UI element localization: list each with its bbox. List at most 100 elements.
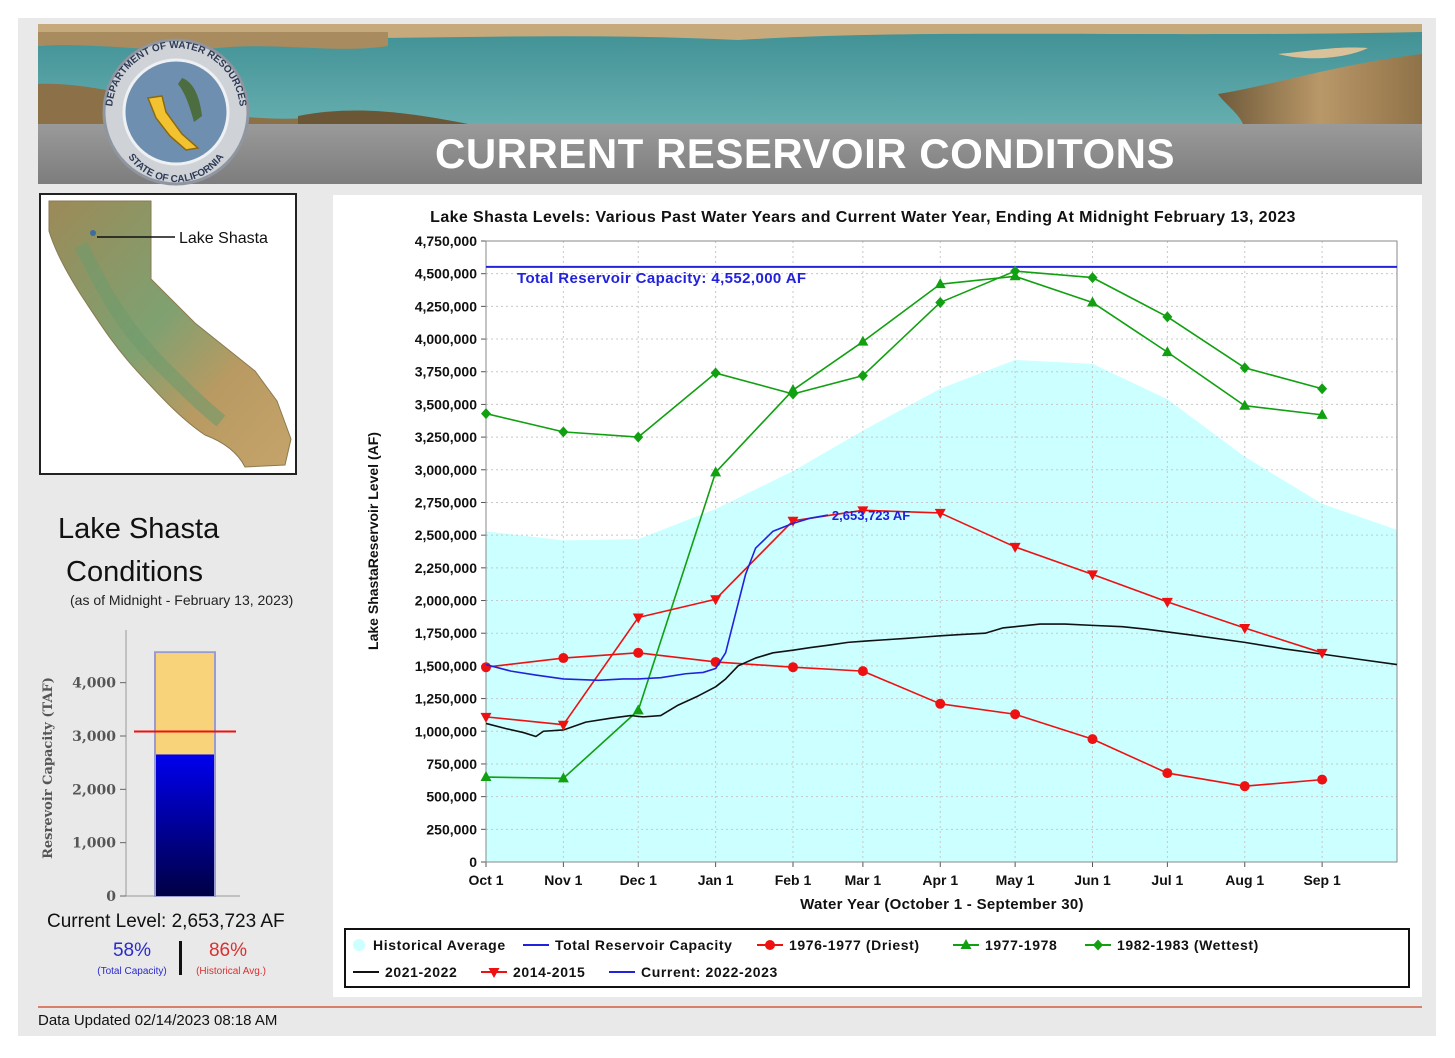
page-title: CURRENT RESERVOIR CONDITONS	[434, 130, 1176, 177]
pct-historical-avg-label: (Historical Avg.)	[196, 966, 266, 977]
x-tick-label: Aug 1	[1225, 872, 1264, 888]
capacity-label: Total Reservoir Capacity: 4,552,000 AF	[517, 270, 807, 287]
gauge-tick-label: 2,000	[72, 782, 116, 798]
series-wet7778	[485, 275, 1323, 780]
pct-total-capacity: 58%	[112, 940, 152, 961]
y-tick-label: 750,000	[426, 756, 477, 772]
legend-marker-wet7778	[960, 939, 972, 949]
legend-label-wet7778: 1977-1978	[985, 937, 1057, 953]
series-wettest	[485, 270, 1323, 438]
pct-divider	[179, 941, 182, 975]
point-wettest	[1010, 265, 1021, 277]
footer-divider	[38, 1006, 1422, 1008]
legend-marker-driest	[765, 940, 775, 950]
conditions-subtitle: (as of Midnight - February 13, 2023)	[70, 592, 294, 608]
point-wettest	[787, 388, 798, 400]
y-tick-label: 1,750,000	[415, 625, 477, 641]
x-tick-label: Apr 1	[922, 872, 958, 888]
x-tick-label: Jul 1	[1151, 872, 1183, 888]
point-driest	[1239, 781, 1250, 792]
gauge-tick-label: 3,000	[72, 729, 116, 745]
point-wet7778	[710, 466, 722, 477]
point-wettest	[1087, 272, 1098, 284]
capacity-gauge: 0 1,000 2,000 3,000 4,000 Resrevoir Capacity …	[41, 630, 240, 905]
data-updated: Data Updated 02/14/2023 08:18 AM	[38, 1012, 278, 1029]
x-axis-label: Water Year (October 1 - September 30)	[800, 896, 1084, 913]
legend-label-current: Current: 2022-2023	[641, 964, 778, 980]
y-tick-label: 4,250,000	[415, 298, 477, 314]
point-wet7778	[1087, 296, 1099, 307]
point-y1415	[710, 595, 722, 606]
point-wettest	[481, 408, 491, 420]
x-tick-label: May 1	[996, 872, 1035, 888]
y-tick-label: 4,500,000	[415, 266, 477, 282]
point-wet7778	[934, 278, 946, 289]
lake-shasta-marker	[90, 230, 96, 236]
point-wettest	[1239, 362, 1250, 374]
gauge-tick-label: 0	[106, 889, 116, 905]
dwr-seal-icon: DEPARTMENT OF WATER RESOURCES STATE OF C…	[102, 38, 250, 186]
legend-marker-wettest	[1093, 939, 1103, 951]
point-wet7778	[1239, 399, 1251, 410]
x-tick-label: Mar 1	[845, 872, 882, 888]
pct-historical-avg: 86%	[208, 940, 248, 961]
reservoir-chart: Lake Shasta Levels: Various Past Water Y…	[344, 209, 1410, 988]
y-tick-label: 1,500,000	[415, 658, 477, 674]
x-tick-label: Dec 1	[620, 872, 658, 888]
y-tick-label: 2,000,000	[415, 593, 477, 609]
point-y1415	[934, 508, 946, 519]
conditions-title-line2: Conditions	[66, 556, 204, 588]
point-driest	[935, 698, 946, 709]
california-map: Lake Shasta	[39, 193, 297, 475]
gauge-y-label: Resrevoir Capacity (TAF)	[41, 677, 56, 859]
point-y1415	[1239, 623, 1251, 634]
conditions-title: Lake Shasta Conditions	[58, 508, 278, 594]
series-current	[485, 514, 829, 682]
point-driest	[1010, 709, 1021, 720]
x-tick-label: Nov 1	[544, 872, 582, 888]
series-y1415	[485, 509, 1323, 726]
y-tick-label: 4,750,000	[415, 233, 477, 249]
y-tick-label: 1,250,000	[415, 691, 477, 707]
point-driest	[481, 662, 491, 673]
gauge-tick-label: 4,000	[72, 676, 116, 692]
legend-box	[344, 928, 1410, 988]
conditions-title-line1: Lake Shasta	[58, 513, 220, 545]
y-tick-label: 3,000,000	[415, 462, 477, 478]
point-wet7778	[857, 335, 869, 346]
series-y2122	[485, 623, 1398, 738]
legend-label-capacity: Total Reservoir Capacity	[555, 937, 733, 953]
legend-swatch-historical	[353, 939, 365, 951]
chart-title: Lake Shasta Levels: Various Past Water Y…	[430, 209, 1296, 226]
gauge-current-bar	[156, 754, 214, 896]
point-y1415	[557, 720, 569, 731]
point-driest	[857, 666, 868, 677]
y-tick-label: 2,750,000	[415, 494, 477, 510]
x-tick-label: Jan 1	[698, 872, 734, 888]
y-tick-label: 0	[469, 854, 477, 870]
x-tick-label: Oct 1	[468, 872, 503, 888]
point-y1415	[857, 506, 869, 517]
y-axis-label: Lake ShastaReservoir Level (AF)	[365, 432, 381, 650]
point-wettest	[1162, 311, 1173, 323]
point-driest	[633, 647, 644, 658]
current-value-label: 2,653,723 AF	[832, 508, 910, 523]
legend-label-y1415: 2014-2015	[513, 964, 585, 980]
x-tick-label: Sep 1	[1303, 872, 1341, 888]
point-wettest	[857, 370, 868, 382]
plot-border	[485, 240, 1398, 863]
point-wet7778	[632, 704, 644, 715]
x-tick-label: Feb 1	[775, 872, 812, 888]
y-tick-label: 250,000	[426, 821, 477, 837]
y-tick-label: 1,000,000	[415, 723, 477, 739]
y-tick-label: 500,000	[426, 789, 477, 805]
point-wet7778	[1161, 346, 1173, 357]
legend-marker-y1415	[488, 968, 500, 978]
series-driest	[485, 652, 1323, 787]
point-y1415	[1009, 542, 1021, 553]
point-wet7778	[480, 771, 492, 782]
point-wet7778	[557, 772, 569, 783]
point-wet7778	[1316, 408, 1328, 419]
point-y1415	[480, 712, 492, 723]
point-wettest	[935, 296, 946, 308]
